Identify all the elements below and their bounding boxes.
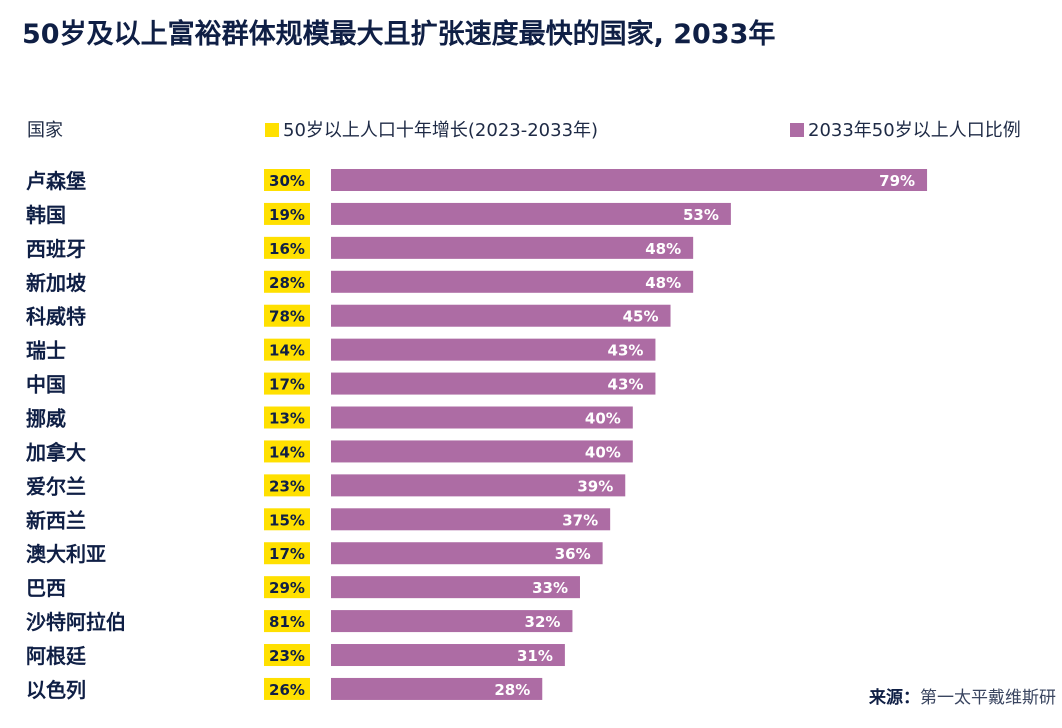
growth-box: [264, 169, 310, 191]
share-label: 32%: [525, 613, 561, 631]
category-label: 中国: [26, 373, 66, 397]
share-bar: [331, 270, 694, 293]
growth-box: [264, 372, 310, 395]
growth-label: 14%: [269, 443, 305, 461]
legend-label-growth: 50岁以上人口十年增长(2023-2033年): [283, 120, 599, 141]
chart-title: 50岁及以上富裕群体规模最大且扩张速度最快的国家, 2033年: [22, 19, 776, 50]
share-label: 39%: [577, 477, 613, 495]
growth-label: 19%: [269, 206, 305, 224]
share-label: 33%: [532, 579, 568, 597]
category-label: 新西兰: [26, 508, 86, 532]
share-label: 45%: [623, 308, 659, 326]
share-bar: [331, 508, 611, 531]
share-bar: [331, 542, 603, 565]
growth-box: [264, 270, 310, 293]
share-label: 53%: [683, 206, 719, 224]
share-bar: [331, 677, 543, 700]
category-header: 国家: [27, 120, 63, 141]
growth-box: [264, 440, 310, 463]
share-label: 40%: [585, 443, 621, 461]
source-note: 来源：第一太平戴维斯研: [869, 683, 1056, 708]
growth-label: 30%: [269, 172, 305, 190]
legend-swatch-share: [790, 123, 804, 137]
growth-label: 26%: [269, 681, 305, 699]
growth-label: 15%: [269, 511, 305, 529]
category-label: 挪威: [26, 407, 66, 431]
category-label: 卢森堡: [26, 169, 86, 193]
growth-label: 23%: [269, 647, 305, 665]
share-bar: [331, 236, 694, 259]
share-label: 36%: [555, 545, 591, 563]
category-label: 科威特: [26, 305, 86, 329]
share-bar: [331, 474, 626, 497]
growth-box: [264, 474, 310, 497]
growth-box: [264, 576, 310, 599]
growth-box: [264, 304, 310, 327]
category-label: 巴西: [26, 576, 66, 600]
growth-label: 81%: [269, 613, 305, 631]
share-label: 48%: [645, 274, 681, 292]
source-label: 来源：: [869, 688, 920, 708]
share-bar: [331, 576, 580, 599]
source-text: 第一太平戴维斯研: [920, 688, 1056, 708]
legend-growth: 50岁以上人口十年增长(2023-2033年): [265, 116, 598, 142]
share-bar: [331, 304, 671, 327]
category-label: 韩国: [26, 203, 66, 227]
share-label: 43%: [608, 342, 644, 360]
category-label: 沙特阿拉伯: [26, 610, 126, 634]
growth-box: [264, 236, 310, 259]
share-bar: [331, 644, 565, 667]
growth-label: 23%: [269, 477, 305, 495]
growth-label: 14%: [269, 342, 305, 360]
share-bar: [331, 372, 656, 395]
share-bar: [331, 406, 633, 429]
growth-label: 28%: [269, 274, 305, 292]
share-label: 79%: [879, 172, 915, 190]
category-label: 加拿大: [25, 440, 86, 464]
growth-label: 16%: [269, 240, 305, 258]
growth-box: [264, 508, 310, 531]
share-bar: [331, 202, 731, 225]
growth-label: 78%: [269, 308, 305, 326]
growth-label: 17%: [269, 545, 305, 563]
category-label: 阿根廷: [26, 644, 87, 668]
growth-box: [264, 406, 310, 429]
growth-label: 29%: [269, 579, 305, 597]
share-label: 48%: [645, 240, 681, 258]
category-label: 瑞士: [26, 339, 66, 363]
growth-box: [264, 202, 310, 225]
growth-box: [264, 610, 310, 633]
growth-box: [264, 644, 310, 667]
legend-share: 2033年50岁以上人口比例: [790, 116, 1021, 142]
share-bar: [331, 610, 573, 633]
growth-box: [264, 338, 310, 361]
share-bar: [331, 169, 928, 191]
legend-label-share: 2033年50岁以上人口比例: [808, 120, 1021, 141]
share-label: 37%: [562, 511, 598, 529]
category-label: 澳大利亚: [26, 542, 106, 566]
share-bar: [331, 338, 656, 361]
legend-swatch-growth: [265, 123, 279, 137]
growth-box: [264, 677, 310, 700]
growth-label: 13%: [269, 410, 305, 428]
share-label: 43%: [608, 376, 644, 394]
share-label: 31%: [517, 647, 553, 665]
category-label: 以色列: [26, 678, 86, 702]
category-label: 西班牙: [26, 237, 86, 261]
share-label: 28%: [494, 681, 530, 699]
share-label: 40%: [585, 410, 621, 428]
share-bar: [331, 440, 633, 463]
category-label: 新加坡: [26, 271, 87, 295]
growth-label: 17%: [269, 376, 305, 394]
growth-box: [264, 542, 310, 565]
category-label: 爱尔兰: [26, 474, 86, 498]
